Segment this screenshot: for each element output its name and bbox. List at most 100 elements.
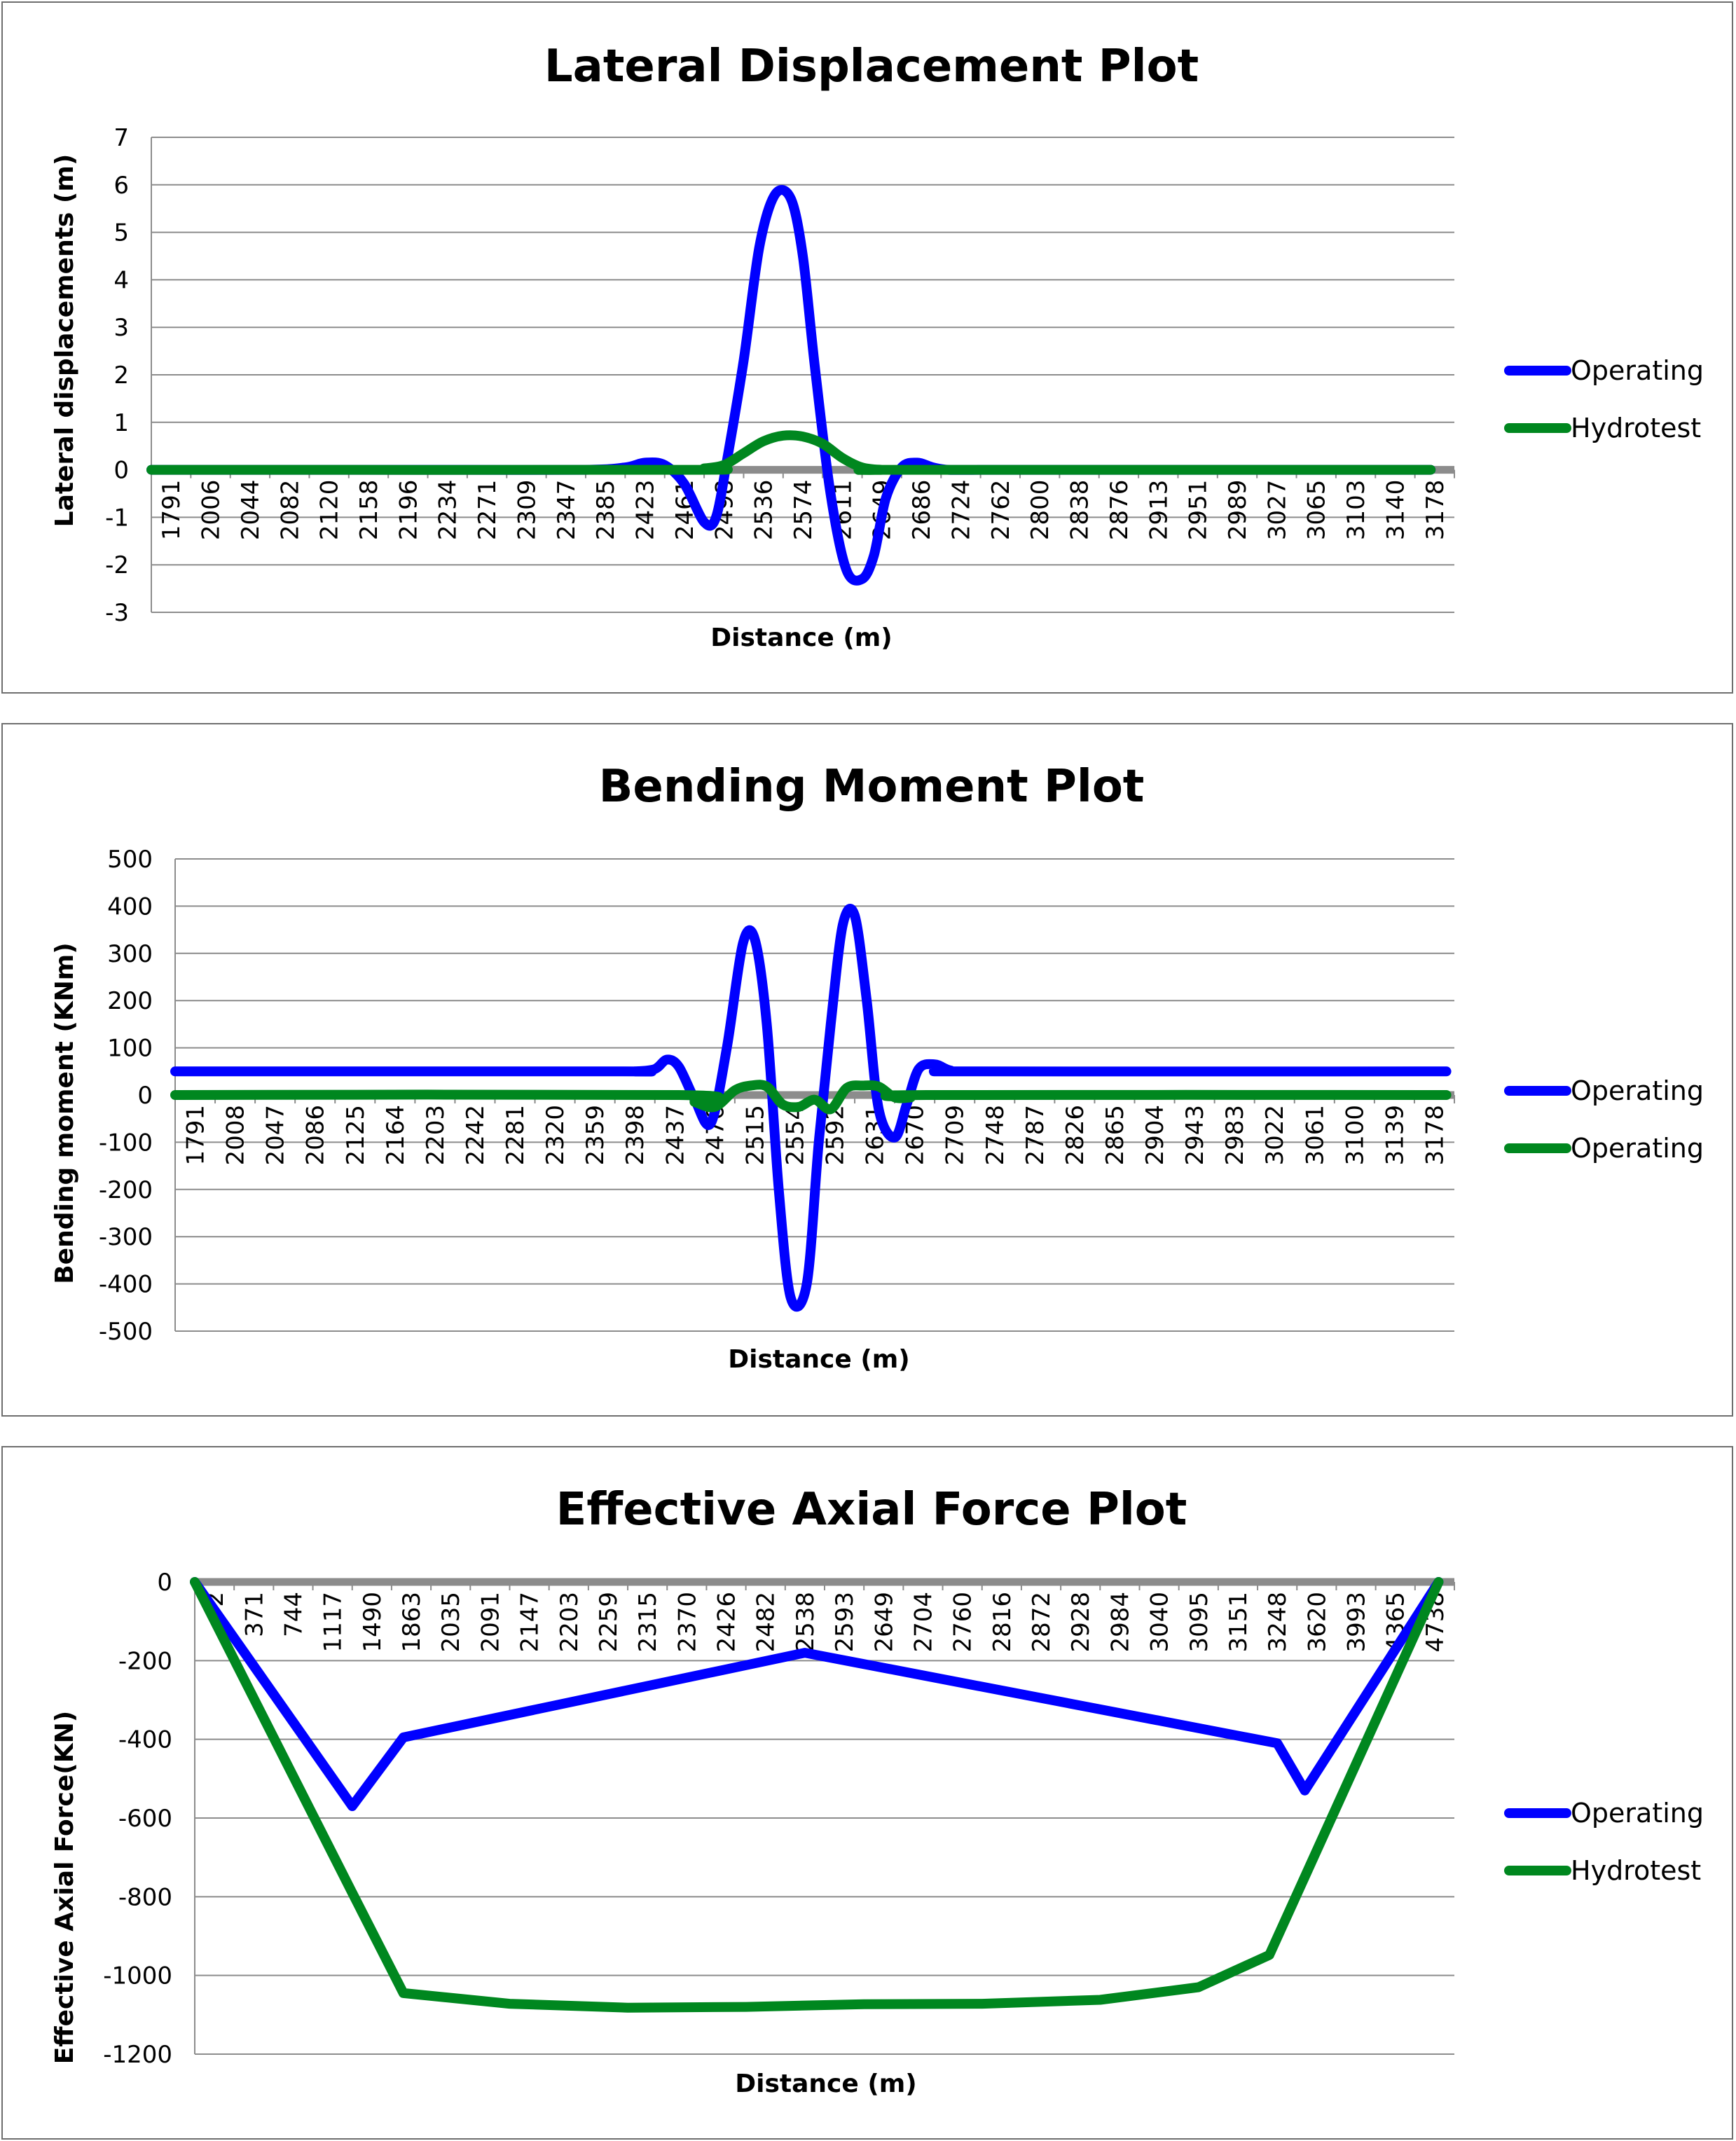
- legend-label: Operating: [1571, 355, 1704, 386]
- x-tick-label: 3140: [1382, 480, 1410, 541]
- x-tick-label: 2281: [502, 1105, 530, 1166]
- legend-label: Operating: [1571, 1133, 1704, 1164]
- x-tick-label: 2984: [1106, 1592, 1134, 1653]
- x-tick-label: 2704: [909, 1592, 937, 1653]
- effective-axial-force-chart-panel: Effective Axial Force Plot Distance (m) …: [1, 1446, 1733, 2140]
- y-tick-label: -2: [105, 551, 129, 579]
- chart-title: Effective Axial Force Plot: [556, 1484, 1187, 1536]
- y-tick-label: 500: [107, 846, 153, 874]
- x-tick-label: 3065: [1303, 480, 1331, 541]
- x-tick-label: 2203: [422, 1105, 450, 1166]
- y-tick-label: 7: [113, 124, 129, 152]
- x-tick-label: 1490: [359, 1592, 387, 1653]
- x-tick-label: 2838: [1066, 480, 1094, 541]
- x-tick-label: 3022: [1261, 1105, 1289, 1166]
- x-tick-label: 2158: [355, 480, 383, 541]
- x-tick-label: 2536: [750, 480, 778, 541]
- x-tick-label: 2951: [1185, 480, 1213, 541]
- series-line-1: [170, 904, 1452, 1312]
- y-tick-label: 0: [113, 457, 129, 485]
- x-tick-label: 744: [280, 1592, 308, 1637]
- x-tick-label: 2120: [316, 480, 344, 541]
- y-tick-label: 400: [107, 893, 153, 921]
- x-tick-label: 2983: [1221, 1105, 1249, 1166]
- y-tick-label: -3: [105, 599, 129, 627]
- x-tick-label: 2554: [781, 1105, 809, 1166]
- x-tick-label: 1117: [319, 1592, 347, 1653]
- lateral-displacement-chart: Lateral Displacement Plot Distance (m) L…: [50, 41, 1704, 652]
- y-tick-label: 2: [113, 362, 129, 390]
- legend-label: Operating: [1571, 1798, 1704, 1829]
- x-tick-label: 2398: [621, 1105, 649, 1166]
- legend-label: Hydrotest: [1571, 1855, 1701, 1886]
- bending-moment-chart: Bending Moment Plot Distance (m) Bending…: [50, 761, 1704, 1374]
- x-tick-label: 2943: [1181, 1105, 1209, 1166]
- x-tick-label: 2593: [831, 1592, 859, 1653]
- x-tick-label: 2164: [382, 1105, 410, 1166]
- x-tick-label: 2876: [1105, 480, 1134, 541]
- x-tick-label: 2035: [437, 1592, 465, 1653]
- series-line-1: [190, 1577, 1444, 1812]
- x-tick-label: 2315: [634, 1592, 662, 1653]
- chart-title: Bending Moment Plot: [599, 761, 1145, 813]
- bending-moment-chart-panel: Bending Moment Plot Distance (m) Bending…: [1, 723, 1733, 1417]
- gridlines: [151, 137, 1454, 613]
- series-line-2: [170, 1080, 1452, 1115]
- y-tick-label: -800: [118, 1883, 172, 1911]
- x-tick-label: 2928: [1067, 1592, 1095, 1653]
- y-tick-label: -200: [118, 1647, 172, 1675]
- x-tick-label: 3178: [1421, 1105, 1449, 1166]
- x-tick-label: 3178: [1421, 480, 1449, 541]
- y-tick-label: 0: [137, 1082, 153, 1110]
- y-tick-label: 100: [107, 1035, 153, 1063]
- y-tick-label: 6: [113, 172, 129, 200]
- y-tick-label: 0: [157, 1569, 172, 1597]
- x-tick-label: 2426: [713, 1592, 741, 1653]
- x-tick-label: 2538: [792, 1592, 820, 1653]
- x-tick-label: 3993: [1343, 1592, 1371, 1653]
- x-tick-label: 3100: [1341, 1105, 1369, 1166]
- x-tick-label: 1863: [398, 1592, 426, 1653]
- x-tick-label: 2709: [942, 1105, 970, 1166]
- lateral-displacement-chart-panel: Lateral Displacement Plot Distance (m) L…: [1, 1, 1733, 694]
- y-tick-label: -100: [99, 1129, 153, 1157]
- x-tick-label: 1791: [158, 480, 186, 541]
- x-tick-label: 2047: [262, 1105, 290, 1166]
- x-tick-label: 2008: [222, 1105, 250, 1166]
- y-tick-label: -200: [99, 1176, 153, 1204]
- x-tick-label: 3139: [1381, 1105, 1409, 1166]
- x-tick-label: 2320: [542, 1105, 570, 1166]
- y-tick-label: -1000: [103, 1962, 172, 1990]
- y-tick-label: 300: [107, 940, 153, 968]
- y-tick-label: -400: [118, 1726, 172, 1754]
- x-tick-label: 2044: [237, 480, 265, 541]
- x-tick-label: 2091: [476, 1592, 504, 1653]
- x-tick-label: 2865: [1101, 1105, 1129, 1166]
- x-tick-label: 2872: [1028, 1592, 1056, 1653]
- x-tick-label: 2913: [1145, 480, 1173, 541]
- x-tick-label: 2385: [592, 480, 620, 541]
- x-tick-label: 2006: [198, 480, 226, 541]
- chart-title: Lateral Displacement Plot: [544, 41, 1199, 92]
- x-tick-label: 2347: [553, 480, 581, 541]
- x-tick-label: 2423: [632, 480, 660, 541]
- x-tick-label: 2515: [741, 1105, 769, 1166]
- y-tick-label: 1: [113, 409, 129, 437]
- y-axis-label: Bending moment (KNm): [50, 942, 79, 1284]
- x-tick-label: 2800: [1026, 480, 1054, 541]
- gridlines: [175, 858, 1454, 1332]
- x-tick-label: 2437: [661, 1105, 689, 1166]
- y-tick-label: -1: [105, 504, 129, 532]
- legend-label: Operating: [1571, 1075, 1704, 1106]
- x-tick-label: 2649: [870, 1592, 898, 1653]
- x-tick-label: 2748: [981, 1105, 1010, 1166]
- x-tick-label: 3027: [1263, 480, 1291, 541]
- x-tick-label: 3620: [1303, 1592, 1331, 1653]
- x-tick-label: 2686: [908, 480, 936, 541]
- x-tick-label: 3151: [1225, 1592, 1253, 1653]
- y-tick-label: -400: [99, 1271, 153, 1299]
- x-tick-label: 2082: [276, 480, 304, 541]
- x-tick-label: 2816: [988, 1592, 1017, 1653]
- x-tick-label: 2787: [1021, 1105, 1049, 1166]
- y-tick-label: -300: [99, 1223, 153, 1251]
